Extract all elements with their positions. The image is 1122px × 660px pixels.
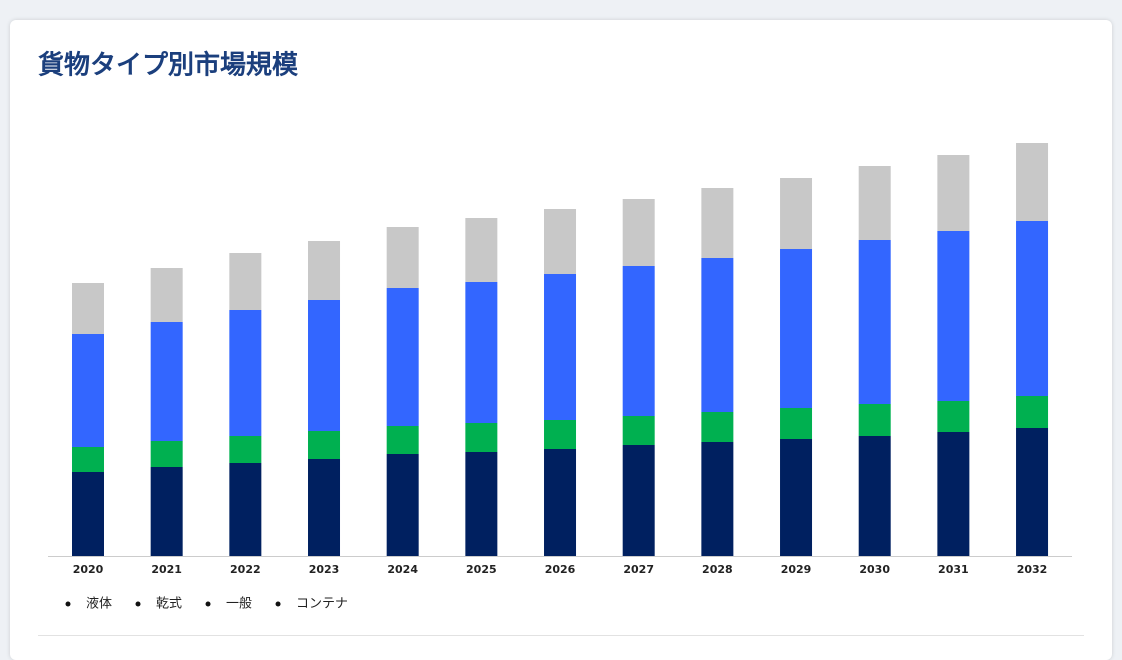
bar-segment	[229, 310, 262, 436]
bar-segment	[150, 322, 183, 441]
bar-segment	[386, 227, 419, 288]
bar-segment	[858, 404, 891, 436]
bar-segment	[780, 408, 813, 439]
bar-segment	[701, 188, 734, 258]
bar-segment	[544, 420, 577, 449]
x-tick-label: 2032	[1017, 563, 1048, 576]
x-tick-label: 2027	[623, 563, 654, 576]
bar-segment	[544, 274, 577, 420]
bar-segment	[1016, 396, 1049, 428]
bar-segment	[150, 441, 183, 467]
legend-label: コンテナ	[296, 597, 348, 612]
bar-segment	[308, 431, 341, 459]
bar-segment	[150, 467, 183, 556]
bar-segment	[1016, 221, 1049, 396]
legend-marker	[275, 601, 281, 607]
x-tick-label: 2022	[230, 563, 261, 576]
legend-marker	[65, 601, 71, 607]
bar-segment	[622, 199, 655, 266]
bar-segment	[229, 436, 262, 463]
legend-marker	[135, 601, 141, 607]
x-tick-label: 2028	[702, 563, 733, 576]
bar-segment	[937, 401, 970, 432]
x-tick-label: 2023	[309, 563, 340, 576]
bar-segment	[72, 472, 104, 556]
legend-label: 乾式	[156, 597, 182, 612]
bar-segment	[622, 266, 655, 416]
legend-label: 一般	[226, 596, 252, 612]
page: 貨物タイプ別市場規模 2020 2021 2022 2023 2024 2025 2026 2…	[10, 20, 1112, 660]
bar-segment	[308, 459, 341, 556]
x-tick-label: 2026	[545, 563, 576, 576]
bar-segment	[544, 449, 577, 556]
bar-segment	[780, 178, 813, 249]
x-tick-label: 2030	[859, 563, 890, 576]
bar-segment	[72, 447, 104, 472]
x-tick-label: 2029	[781, 563, 812, 576]
bar-segment	[465, 423, 498, 452]
bar-segment	[937, 432, 970, 556]
bar-segment	[701, 412, 734, 442]
x-tick-label: 2031	[938, 563, 969, 576]
legend-label: 液体	[86, 597, 112, 612]
bar-segment	[465, 218, 498, 282]
bar-segment	[229, 253, 262, 310]
bar-segment	[622, 416, 655, 445]
bar-segment	[858, 240, 891, 404]
bar-segment	[701, 258, 734, 412]
x-tick-label: 2020	[73, 563, 104, 576]
bar-segment	[308, 241, 341, 300]
bar-segment	[1016, 428, 1049, 556]
bar-segment	[72, 334, 104, 447]
bar-segment	[544, 209, 577, 274]
bar-segment	[937, 231, 970, 401]
bar-segment	[780, 439, 813, 556]
bar-segment	[386, 454, 419, 556]
x-tick-label: 2024	[387, 563, 418, 576]
bar-segment	[1016, 143, 1049, 221]
x-tick-label: 2025	[466, 563, 497, 576]
bar-segment	[465, 452, 498, 556]
bar-segment	[780, 249, 813, 408]
x-tick-label: 2021	[151, 563, 182, 576]
bar-segment	[465, 282, 498, 423]
bar-segment	[72, 283, 104, 334]
bar-segment	[386, 426, 419, 454]
chart-title: 貨物タイプ別市場規模	[38, 50, 299, 81]
bar-segment	[858, 436, 891, 556]
bar-segment	[229, 463, 262, 556]
chart: 貨物タイプ別市場規模 2020 2021 2022 2023 2024 2025 2026 2…	[38, 50, 1084, 636]
bar-segment	[150, 268, 183, 322]
bar-segment	[937, 155, 970, 231]
bar-segment	[858, 166, 891, 240]
bar-segment	[386, 288, 419, 426]
bar-segment	[622, 445, 655, 556]
bar-segment	[308, 300, 341, 431]
legend-marker	[205, 601, 211, 607]
bar-segment	[701, 442, 734, 556]
